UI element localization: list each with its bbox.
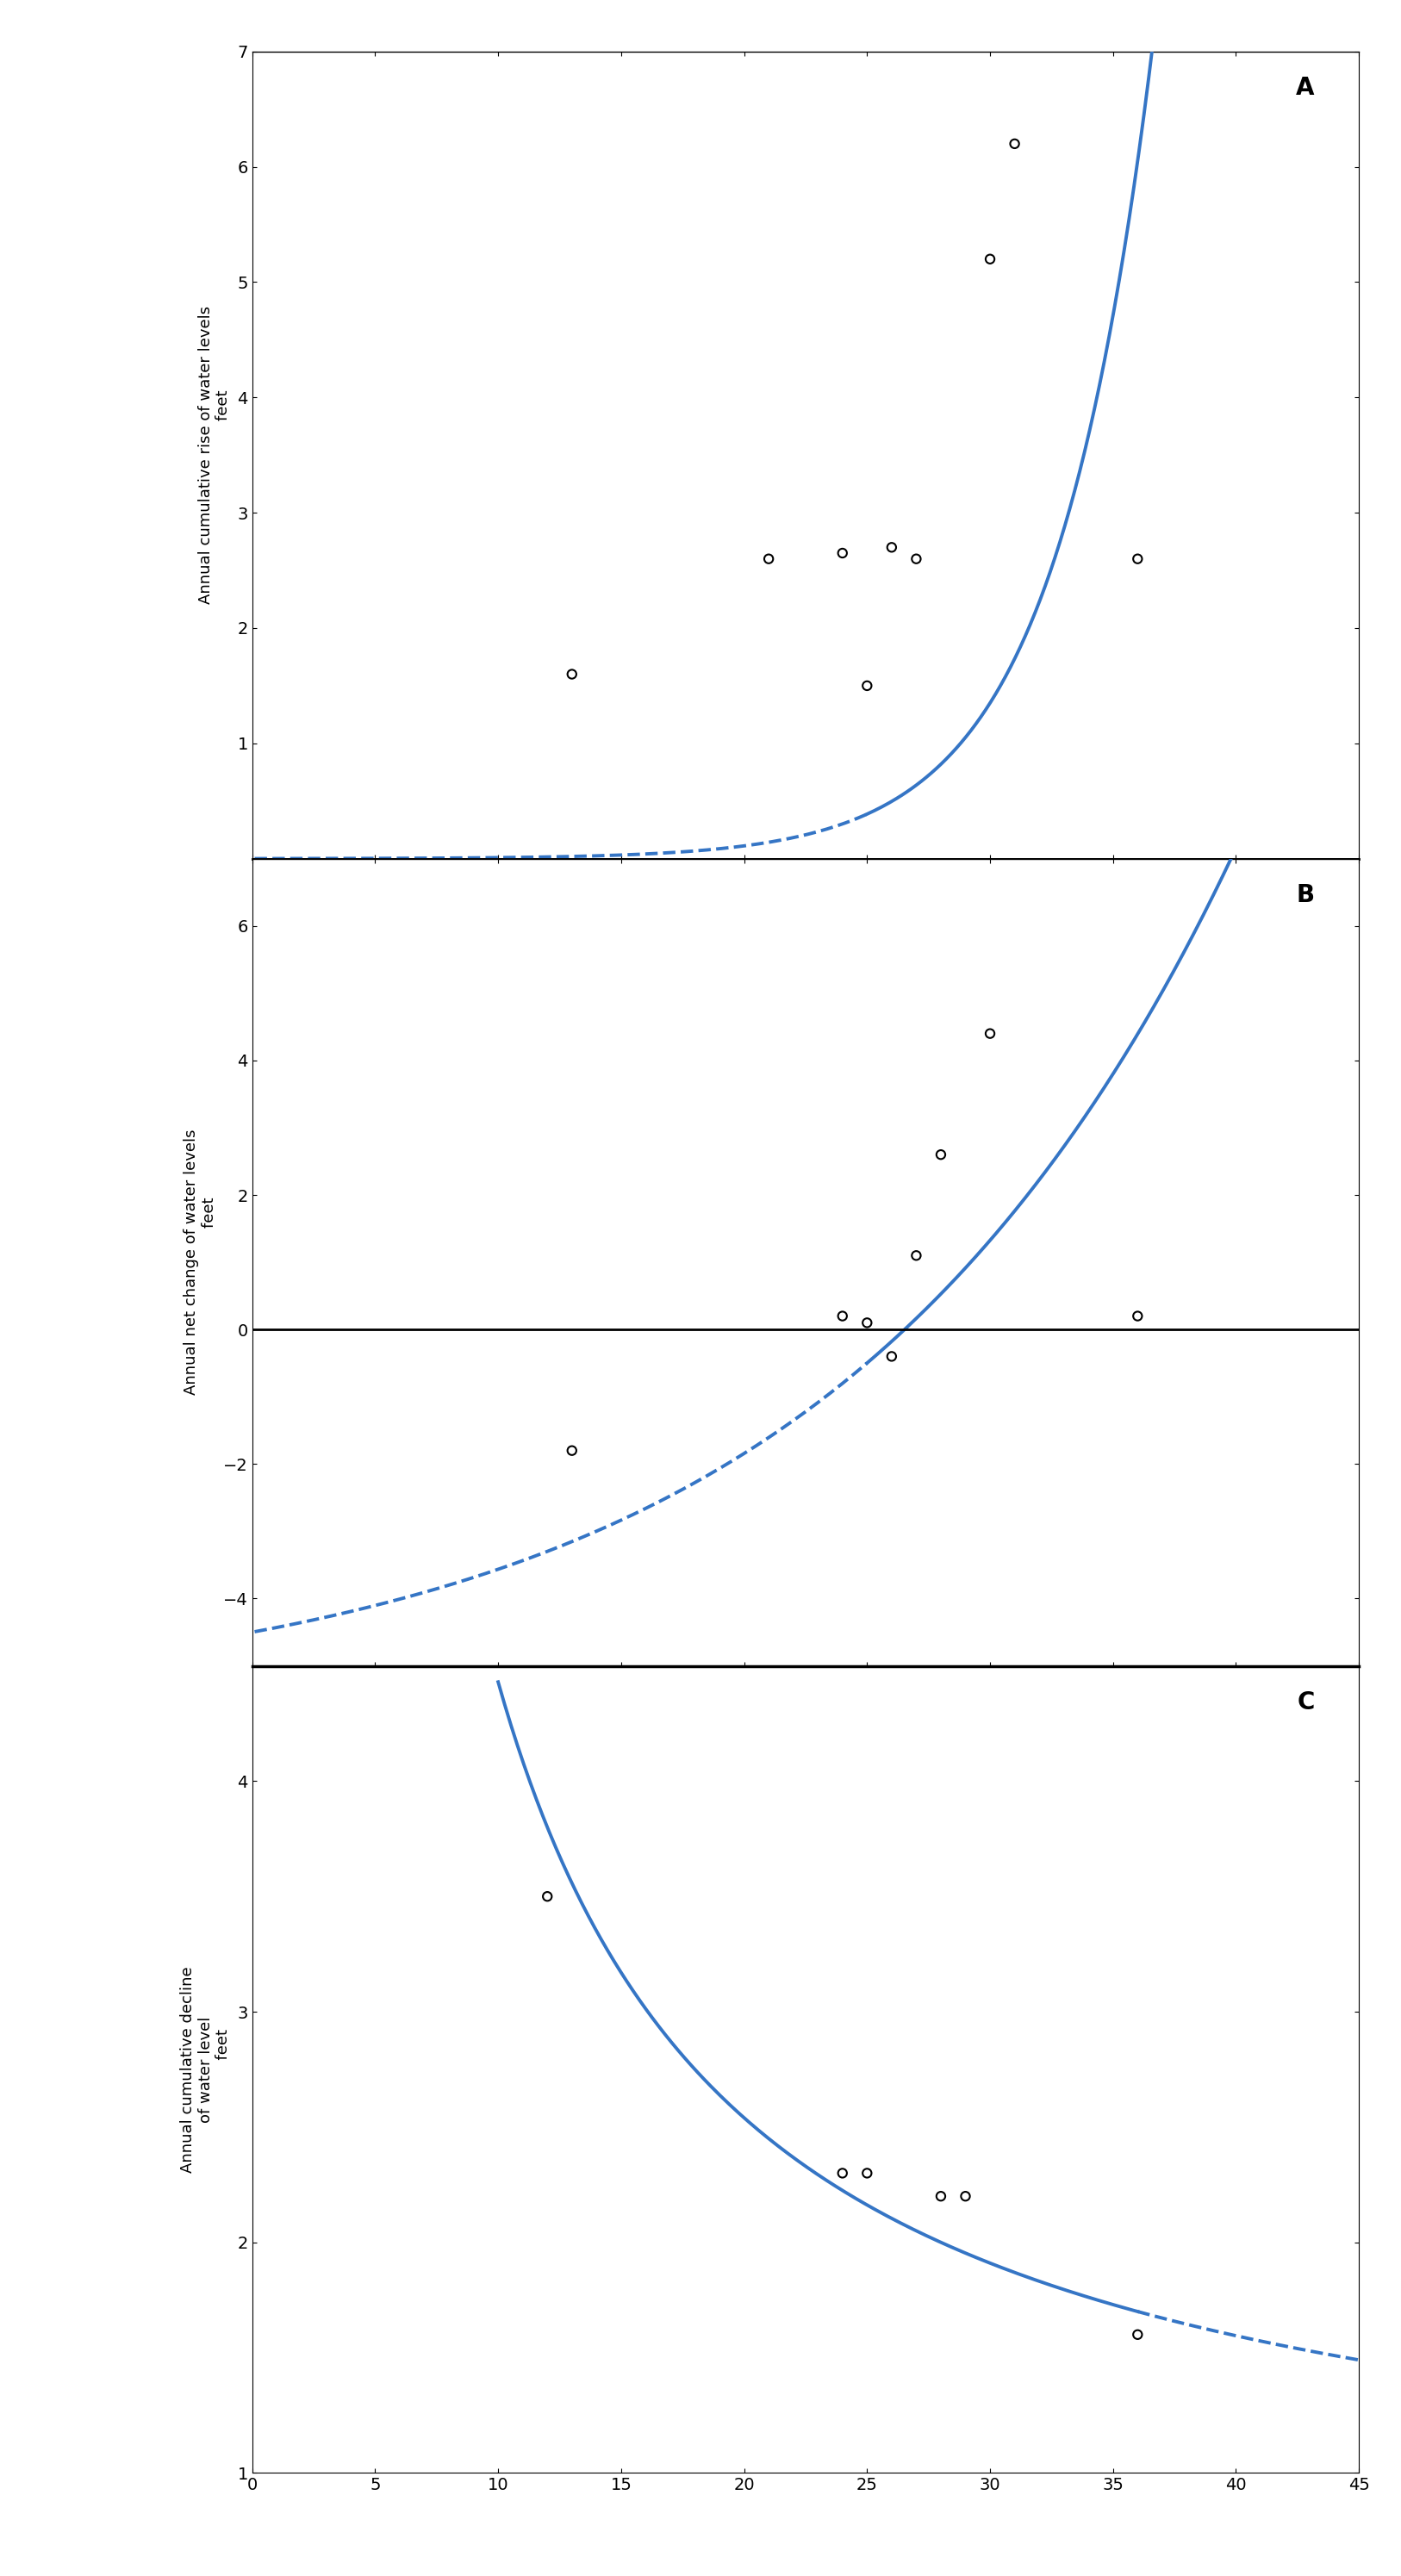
Point [954,2177,976,2218]
Y-axis label: Annual cumulative rise of water levels
                    feet: Annual cumulative rise of water levels f… [198,307,231,605]
Point [537,1875,559,1917]
Point [856,1301,878,1345]
Point [1126,1296,1149,1337]
Point [856,665,878,706]
Point [560,654,583,696]
Point [905,538,927,580]
Point [880,1337,902,1378]
Point [1126,2313,1149,2354]
Y-axis label: Annual cumulative decline
of water level
          feet: Annual cumulative decline of water level… [179,1965,231,2172]
Point [560,1430,583,1471]
Point [905,1234,927,1275]
Point [758,538,780,580]
Point [831,533,853,574]
Point [930,1133,953,1175]
Point [1003,124,1026,165]
Point [930,2177,953,2218]
Text: C: C [1297,1690,1314,1713]
Point [979,1012,1002,1054]
Point [880,526,902,567]
Point [831,1296,853,1337]
Point [856,2154,878,2195]
Point [1126,538,1149,580]
Point [831,2154,853,2195]
Text: A: A [1296,75,1314,100]
Point [979,240,1002,281]
Y-axis label: Annual net change of water levels
                    feet: Annual net change of water levels feet [184,1128,217,1396]
Text: B: B [1296,884,1314,907]
